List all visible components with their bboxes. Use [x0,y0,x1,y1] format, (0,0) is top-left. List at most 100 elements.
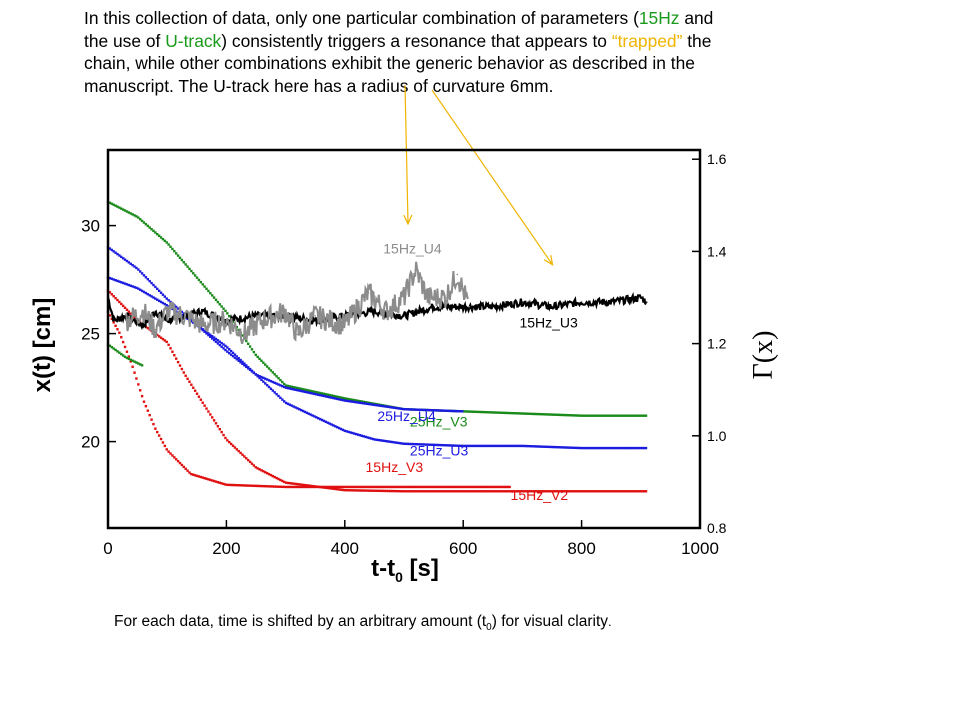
data-point [339,485,343,489]
data-point [512,490,515,493]
data-point [367,292,370,294]
data-point [114,251,117,254]
data-point [478,490,481,493]
data-point [413,442,417,446]
data-point [334,485,337,489]
data-point [245,339,248,343]
data-point [436,443,439,447]
data-point [330,485,333,489]
data-point [123,209,127,212]
data-point [273,373,276,376]
data-point [449,490,453,493]
data-point [608,490,612,493]
data-point [641,490,644,493]
data-point [464,444,468,448]
data-point [180,310,184,314]
data-point [383,485,386,489]
data-point [248,484,252,487]
data-point [197,278,201,282]
data-point [531,445,534,448]
data-point [349,398,352,401]
data-point [140,219,144,223]
data-point [110,345,113,349]
data-point [606,446,610,450]
data-point [629,490,633,493]
data-point [248,368,252,372]
data-point [481,490,485,493]
data-point [442,409,445,412]
data-point [612,414,616,417]
x-tick-label: 600 [449,539,477,558]
data-point [553,445,557,449]
data-point [523,444,526,448]
data-point [165,340,168,344]
data-point [379,404,382,408]
data-point [508,444,511,448]
data-point [269,379,273,383]
data-point [366,489,369,492]
data-point [453,490,456,493]
data-point [252,484,256,488]
data-point [137,362,140,365]
data-point [447,490,451,493]
data-point [572,490,576,493]
data-point [131,365,134,368]
data-point [154,427,157,430]
data-point [337,485,341,489]
data-point [265,383,269,387]
data-point [241,453,244,456]
data-point [157,335,161,338]
data-point [154,231,157,234]
data-point [529,445,532,448]
data-point [521,412,525,415]
data-point [570,414,574,417]
data-point [415,408,418,411]
data-point [241,334,244,337]
data-point [324,486,328,489]
data-point [409,485,413,489]
data-point [226,312,229,315]
data-point [495,411,498,414]
data-point [339,398,343,401]
data-point [366,436,369,439]
data-point [434,490,437,493]
data-point [502,490,506,493]
data-point [317,485,320,489]
data-point [296,386,299,390]
data-point [309,389,312,393]
data-point [282,385,286,389]
data-point [438,485,441,489]
data-point [324,393,328,396]
data-point [582,446,585,450]
data-point [246,342,250,345]
data-point [578,414,581,417]
series-label-25hz-u4: 25Hz_U4 [377,408,436,424]
data-point [146,409,149,412]
data-point [587,446,591,450]
data-point [396,485,400,489]
data-point [118,351,121,354]
data-point [123,258,127,261]
data-point [406,408,409,411]
data-point [318,417,322,421]
data-point [635,490,638,493]
data-point [288,385,292,388]
data-point [377,404,381,407]
data-point [487,411,490,414]
data-point [362,400,365,404]
data-point [108,276,112,280]
data-point [284,401,288,405]
data-point [392,441,396,444]
data-point [546,445,549,449]
data-point [262,376,265,380]
data-point [533,445,536,448]
data-point [129,360,132,363]
data-point [606,414,610,417]
data-point [487,490,490,493]
data-point [620,414,623,417]
data-point [455,490,458,493]
data-point [603,446,606,450]
data-point [430,485,434,489]
data-point [574,446,578,450]
data-point [154,285,157,289]
